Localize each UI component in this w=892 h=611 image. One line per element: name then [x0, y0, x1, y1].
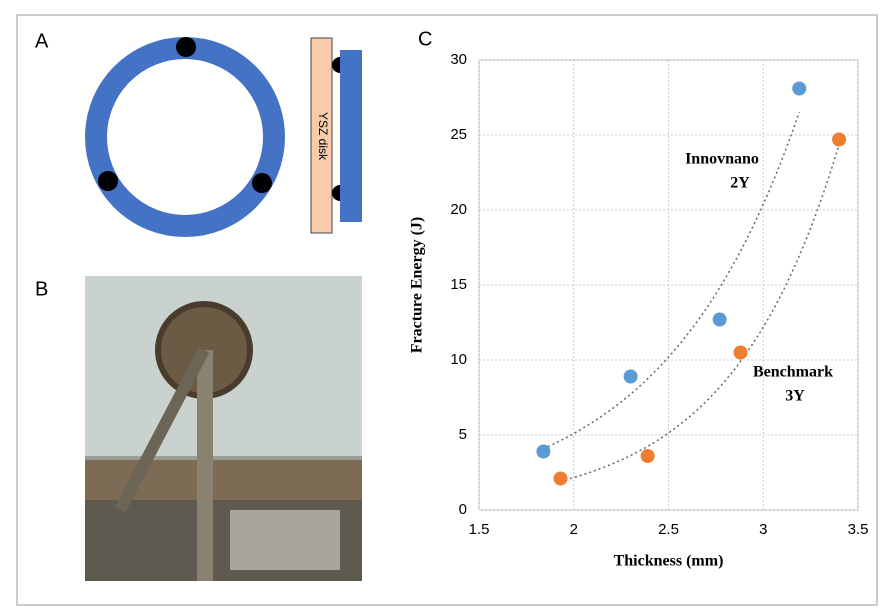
- point: [712, 312, 727, 327]
- y-tick-label: 0: [459, 501, 467, 518]
- support-ball: [98, 171, 118, 191]
- point: [832, 132, 847, 147]
- panel-label: B: [35, 278, 48, 300]
- trendline: [560, 144, 840, 483]
- chart: 0 5 10 15 20 25 30 1.5 2 2.5 3 3.5 Thickness (mm) Fra…: [409, 51, 869, 570]
- y-tick-label: 30: [450, 51, 467, 68]
- y-axis-title: Fracture Energy (J): [409, 217, 426, 354]
- x-tick-label: 3: [759, 521, 767, 538]
- ring: [85, 37, 285, 237]
- annotation: Innovnano: [685, 151, 759, 168]
- point: [536, 444, 551, 459]
- support-ball: [252, 173, 272, 193]
- x-tick-label: 2.5: [658, 521, 679, 538]
- annotation: 2Y: [730, 175, 750, 192]
- y-tick-label: 25: [450, 126, 467, 143]
- disk-label: YSZ disk: [316, 112, 330, 161]
- x-tick-label: 1.5: [469, 521, 490, 538]
- x-tick-label: 2: [570, 521, 578, 538]
- trendline: [543, 111, 800, 450]
- support-ball: [176, 37, 196, 57]
- photo-post: [197, 350, 213, 581]
- x-tick-label: 3.5: [848, 521, 869, 538]
- point: [733, 345, 748, 360]
- point: [553, 471, 568, 486]
- annotation: Benchmark: [753, 364, 833, 381]
- point: [623, 369, 638, 384]
- y-tick-label: 20: [450, 201, 467, 218]
- point: [640, 449, 655, 463]
- annotation: 3Y: [785, 388, 805, 405]
- y-tick-label: 10: [450, 351, 467, 368]
- photo-vise: [230, 510, 340, 570]
- y-tick-label: 15: [450, 276, 467, 293]
- y-tick-label: 5: [459, 426, 467, 443]
- panel-label: C: [418, 28, 432, 50]
- point: [792, 81, 807, 96]
- ring-side: [340, 50, 362, 222]
- frame: [16, 14, 878, 606]
- x-axis-title: Thickness (mm): [614, 553, 724, 570]
- panel-label: A: [35, 30, 49, 52]
- photo-arm: [114, 347, 210, 513]
- disk: [310, 37, 333, 234]
